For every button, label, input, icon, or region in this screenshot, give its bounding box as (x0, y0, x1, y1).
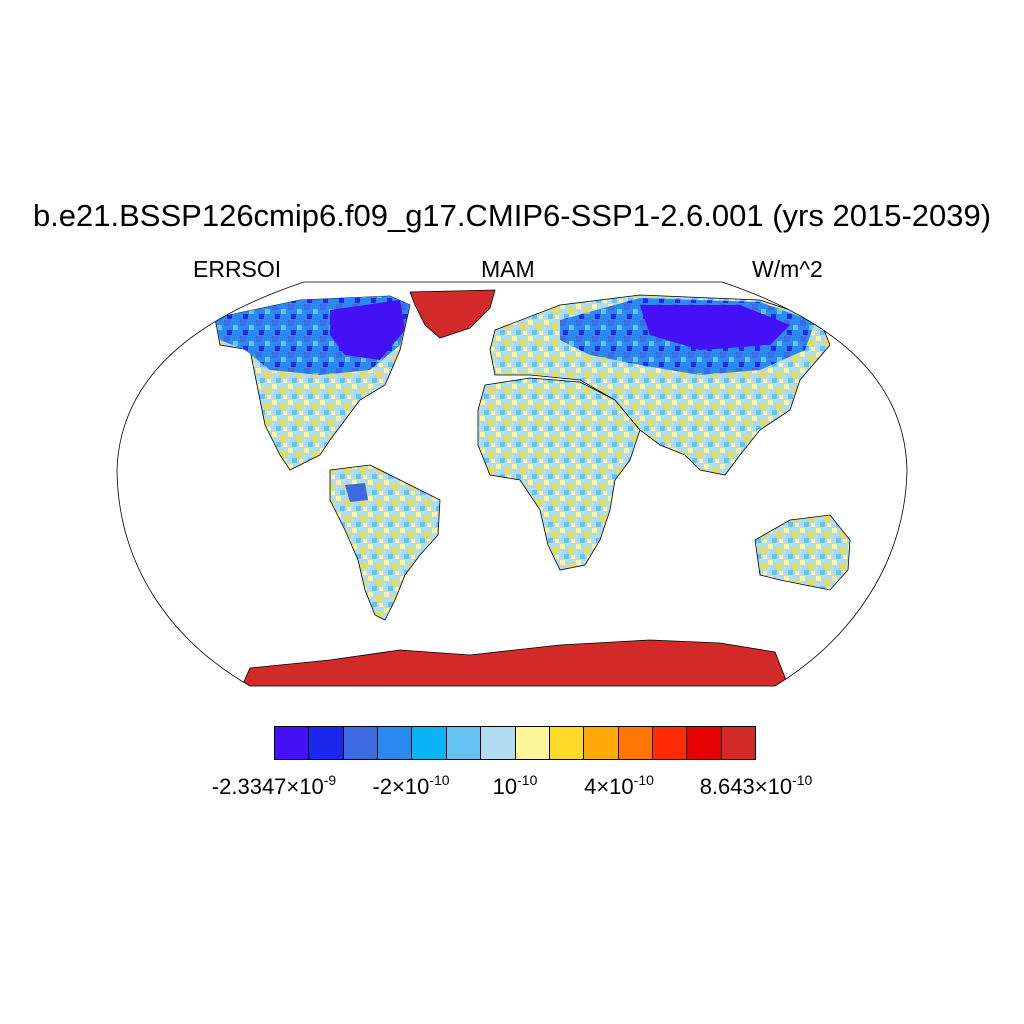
colorbar-cell (652, 727, 688, 759)
colorbar-label-4: 8.643×10-10 (699, 772, 813, 799)
units-label: W/m^2 (752, 256, 823, 282)
colorbar-cell (618, 727, 653, 759)
colorbar-cell (549, 727, 585, 759)
colorbar-label-2: 10-10 (492, 772, 538, 799)
south-america-land (329, 464, 441, 621)
colorbar-cell (687, 727, 722, 759)
colorbar-cell (515, 727, 550, 759)
plot-title: b.e21.BSSP126cmip6.f09_g17.CMIP6-SSP1-2.… (32, 198, 992, 233)
season-label: MAM (481, 256, 535, 282)
colorbar-label-1: -2×10-10 (372, 772, 450, 799)
colorbar-cell (481, 727, 516, 759)
siberia-blue-region (640, 305, 790, 350)
colorbar-cell (275, 727, 310, 759)
south-america-blue-patch (345, 483, 368, 502)
antarctica-land (239, 639, 791, 686)
canada-blue-region (330, 300, 405, 360)
colorbar-cell (343, 727, 379, 759)
colorbar-cell (412, 727, 447, 759)
colorbar-label-3: 4×10-10 (584, 772, 654, 799)
colorbar (274, 726, 756, 760)
globe-outline (116, 281, 908, 687)
variable-name: ERRSOI (193, 256, 282, 282)
colorbar-cell (584, 727, 619, 759)
colorbar-cell (721, 727, 756, 759)
colorbar-cell (309, 727, 344, 759)
australia-land (754, 514, 851, 591)
colorbar-cell (378, 727, 413, 759)
colorbar-label-0: -2.3347×10-9 (211, 772, 337, 799)
colorbar-cell (446, 727, 482, 759)
greenland-land (409, 289, 496, 339)
